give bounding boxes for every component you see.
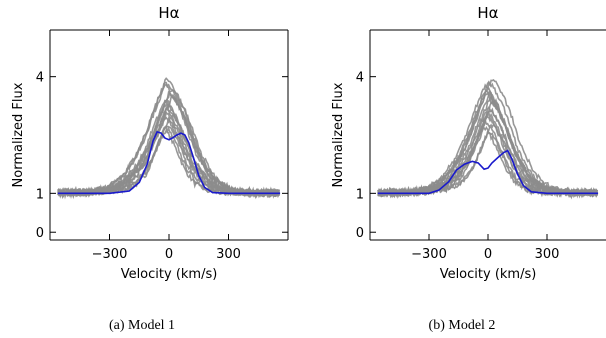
x-tick-label: 0 (484, 247, 492, 262)
x-tick-label: 300 (216, 247, 241, 262)
x-axis-label: Velocity (km/s) (440, 267, 537, 282)
observed-spectrum (377, 131, 598, 199)
observed-spectrum (377, 126, 598, 199)
y-tick-label: 0 (356, 226, 364, 241)
model-line (377, 149, 599, 195)
chart-title: Hα (158, 4, 179, 22)
y-tick-label: 1 (356, 187, 364, 202)
x-tick-label: −300 (92, 247, 128, 262)
y-axis-label: Normalized Flux (331, 82, 346, 187)
panel-caption: (a) Model 1 (109, 318, 175, 333)
x-tick-label: 300 (535, 247, 560, 262)
y-tick-label: 4 (356, 71, 364, 86)
panel-a: −300 0 300 0 1 4 Hα Velocity (km/s) Normalized F… (11, 4, 289, 333)
chart-title: Hα (477, 4, 498, 22)
panel-caption: (b) Model 2 (429, 318, 496, 333)
model-line (57, 130, 281, 195)
x-axis-label: Velocity (km/s) (121, 267, 218, 282)
observed-spectrum (57, 110, 280, 200)
observed-spectrum (377, 105, 599, 199)
x-tick-label: −300 (411, 247, 447, 262)
y-tick-label: 4 (36, 71, 44, 86)
y-tick-label: 0 (36, 226, 44, 241)
panel-b: −300 0 300 0 1 4 Hα Velocity (km/s) Normalized F… (331, 4, 606, 333)
observed-spectrum (57, 77, 280, 197)
x-tick-label: 0 (165, 247, 173, 262)
observed-spectrum (377, 79, 598, 198)
y-tick-label: 1 (36, 187, 44, 202)
y-axis-label: Normalized Flux (11, 82, 26, 187)
